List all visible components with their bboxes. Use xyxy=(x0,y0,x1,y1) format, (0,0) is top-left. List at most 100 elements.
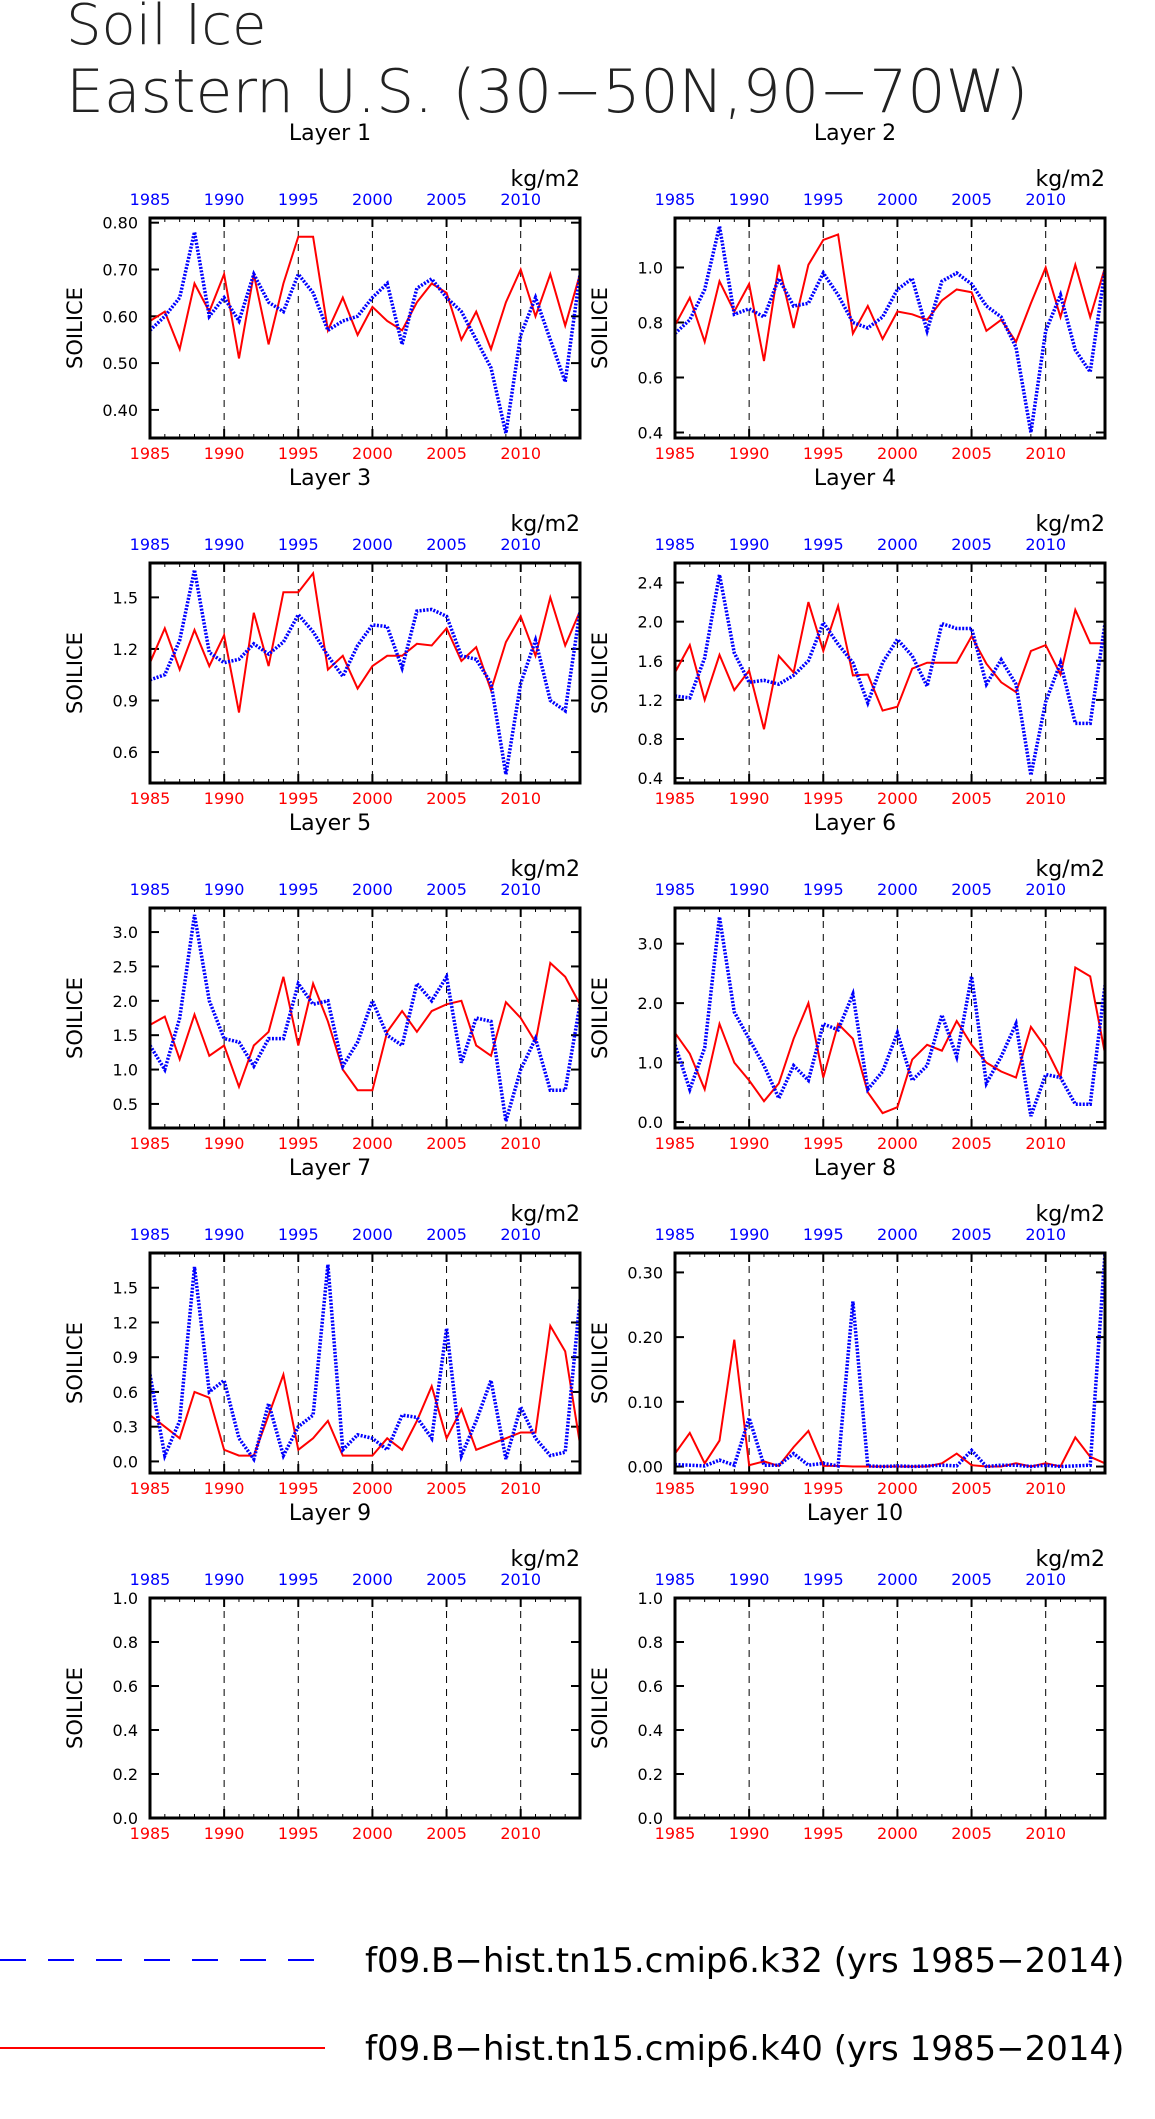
figure-title-line1: Soil Ice xyxy=(66,0,266,58)
x-tick-label-top: 2005 xyxy=(951,190,992,209)
y-axis-label: SOILICE xyxy=(588,632,612,714)
x-tick-label-bottom: 1990 xyxy=(204,1479,245,1498)
series-line-k40 xyxy=(150,570,580,713)
panel-layer-8: Layer 8 kg/m2 SOILICE 1985 1985 1990 1990 1995 1… xyxy=(588,1156,1107,1498)
series-line-k32 xyxy=(150,1264,580,1464)
x-tick-label-bottom: 1990 xyxy=(729,444,770,463)
plot-frame xyxy=(148,1596,582,1820)
panel-title: Layer 4 xyxy=(814,466,896,491)
series-line-k40 xyxy=(150,961,580,1092)
units-label: kg/m2 xyxy=(1035,167,1105,192)
x-tick-label-bottom: 2010 xyxy=(500,1134,541,1153)
y-tick-label: 0.9 xyxy=(113,692,138,711)
x-tick-label-top: 2000 xyxy=(877,1570,918,1589)
panel-layer-2: Layer 2 kg/m2 SOILICE 1985 1985 1990 1990 1995 1… xyxy=(588,121,1107,463)
x-tick-label-top: 2000 xyxy=(352,1570,393,1589)
units-label: kg/m2 xyxy=(510,1547,580,1572)
x-tick-label-top: 2000 xyxy=(352,190,393,209)
x-tick-label-bottom: 1995 xyxy=(278,444,319,463)
plot-frame xyxy=(148,216,582,440)
y-tick-label: 3.0 xyxy=(113,923,138,942)
y-tick-label: 0.80 xyxy=(102,214,138,233)
x-tick-label-bottom: 1995 xyxy=(803,1479,844,1498)
y-tick-label: 0.30 xyxy=(627,1263,663,1282)
x-tick-label-top: 1990 xyxy=(204,1570,245,1589)
x-tick-label-bottom: 2010 xyxy=(500,1824,541,1843)
y-tick-label: 1.5 xyxy=(113,588,138,607)
x-tick-label-bottom: 2000 xyxy=(352,789,393,808)
x-tick-label-bottom: 2010 xyxy=(1025,1479,1066,1498)
x-tick-label-top: 2010 xyxy=(1025,1225,1066,1244)
units-label: kg/m2 xyxy=(1035,1547,1105,1572)
y-tick-label: 0.8 xyxy=(113,1633,138,1652)
x-tick-label-top: 1995 xyxy=(803,880,844,899)
y-tick-label: 0.6 xyxy=(638,369,663,388)
x-tick-label-bottom: 1995 xyxy=(803,444,844,463)
x-tick-label-bottom: 2005 xyxy=(426,1134,467,1153)
x-tick-label-bottom: 2010 xyxy=(1025,444,1066,463)
x-tick-label-top: 2010 xyxy=(500,880,541,899)
x-tick-label-bottom: 1990 xyxy=(204,1824,245,1843)
panel-layer-4: Layer 4 kg/m2 SOILICE 1985 1985 1990 1990 1995 1… xyxy=(588,466,1107,808)
panel-layer-10: Layer 10 kg/m2 SOILICE 1985 1985 1990 1990 1995… xyxy=(588,1501,1107,1843)
x-tick-label-bottom: 1990 xyxy=(729,789,770,808)
x-tick-label-top: 2010 xyxy=(500,190,541,209)
x-tick-label-bottom: 2000 xyxy=(877,1479,918,1498)
y-tick-label: 2.0 xyxy=(638,613,663,632)
panel-title: Layer 7 xyxy=(289,1156,371,1181)
plot-frame xyxy=(673,1596,1107,1820)
x-tick-label-top: 2005 xyxy=(426,1570,467,1589)
y-tick-label: 0.0 xyxy=(638,1113,663,1132)
x-tick-label-bottom: 2000 xyxy=(352,1824,393,1843)
series-line-k32 xyxy=(675,916,1105,1117)
legend-entry: f09.B−hist.tn15.cmip6.k32 (yrs 1985−2014… xyxy=(0,1941,1124,1981)
x-tick-label-bottom: 2000 xyxy=(352,1479,393,1498)
y-tick-label: 0.6 xyxy=(113,1677,138,1696)
x-tick-label-bottom: 2010 xyxy=(500,444,541,463)
x-tick-label-top: 1990 xyxy=(204,535,245,554)
plot-frame xyxy=(148,561,582,785)
y-tick-label: 0.8 xyxy=(638,730,663,749)
x-tick-label-top: 1985 xyxy=(130,1225,171,1244)
x-tick-label-top: 1995 xyxy=(278,1570,319,1589)
series-line-k32 xyxy=(150,914,580,1122)
y-tick-label: 1.0 xyxy=(113,1061,138,1080)
x-tick-label-bottom: 1990 xyxy=(729,1134,770,1153)
x-tick-label-bottom: 1990 xyxy=(204,1134,245,1153)
series-line-k32 xyxy=(150,569,580,775)
x-tick-label-bottom: 2000 xyxy=(352,1134,393,1153)
y-tick-label: 0.2 xyxy=(638,1765,663,1784)
x-tick-label-bottom: 1990 xyxy=(204,444,245,463)
x-tick-label-top: 2005 xyxy=(426,880,467,899)
x-tick-label-top: 1985 xyxy=(655,1570,696,1589)
x-tick-label-bottom: 1995 xyxy=(278,1479,319,1498)
x-tick-label-top: 1995 xyxy=(803,1225,844,1244)
x-tick-label-top: 1985 xyxy=(130,1570,171,1589)
y-tick-label: 0.50 xyxy=(102,354,138,373)
plot-frame xyxy=(673,1251,1107,1475)
units-label: kg/m2 xyxy=(510,512,580,537)
y-tick-label: 0.8 xyxy=(638,314,663,333)
y-axis-label: SOILICE xyxy=(63,1322,87,1404)
x-tick-label-bottom: 1990 xyxy=(729,1479,770,1498)
x-tick-label-bottom: 2005 xyxy=(951,444,992,463)
x-tick-label-top: 2005 xyxy=(426,1225,467,1244)
panel-title: Layer 2 xyxy=(814,121,896,146)
x-tick-label-top: 1985 xyxy=(655,535,696,554)
y-axis-label: SOILICE xyxy=(63,1667,87,1749)
units-label: kg/m2 xyxy=(1035,1202,1105,1227)
y-tick-label: 0.4 xyxy=(638,1721,663,1740)
x-tick-label-top: 2010 xyxy=(500,1570,541,1589)
panel-title: Layer 1 xyxy=(289,121,371,146)
panel-title: Layer 5 xyxy=(289,811,371,836)
x-tick-label-top: 2010 xyxy=(1025,880,1066,899)
x-tick-label-top: 1995 xyxy=(278,190,319,209)
y-tick-label: 2.0 xyxy=(113,992,138,1011)
x-tick-label-top: 2005 xyxy=(426,535,467,554)
x-tick-label-bottom: 1990 xyxy=(204,789,245,808)
x-tick-label-top: 2005 xyxy=(951,1225,992,1244)
x-tick-label-bottom: 2000 xyxy=(877,789,918,808)
y-tick-label: 1.0 xyxy=(638,1054,663,1073)
x-tick-label-bottom: 2000 xyxy=(877,1824,918,1843)
x-tick-label-bottom: 2000 xyxy=(877,444,918,463)
